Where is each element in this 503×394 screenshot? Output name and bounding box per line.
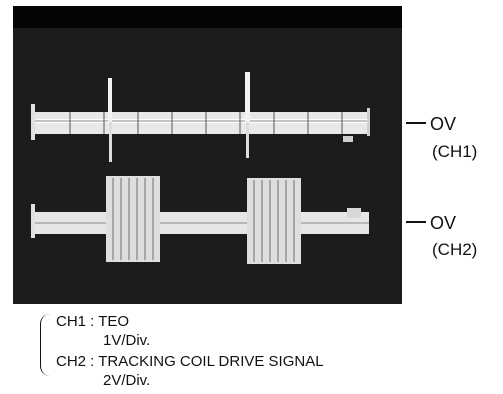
oscilloscope-screen [13, 6, 402, 304]
marker-dash [406, 221, 426, 224]
ch2-zero-marker: OV [406, 213, 456, 233]
legend-ch2-label: CH2 : TRACKING COIL DRIVE SIGNAL [56, 353, 324, 370]
legend-ch2-scale: 2V/Div. [103, 372, 151, 389]
waveform-display [31, 72, 370, 264]
ch1-zero-label: OV [430, 114, 457, 134]
ch1-zero-marker: OV [406, 114, 456, 134]
legend-ch1-label: CH1 : TEO [56, 313, 130, 330]
ch2-trace [31, 176, 369, 264]
channel-legend: CH1 : TEO 1V/Div. CH2 : TRACKING COIL DR… [40, 312, 420, 392]
ch2-channel-label: (CH2) [432, 240, 478, 259]
marker-dash [406, 122, 426, 125]
ch1-trace [31, 72, 370, 162]
legend-bracket [40, 314, 51, 376]
ch2-zero-label: OV [430, 213, 457, 233]
screen-top-band [13, 6, 402, 28]
ch1-channel-label: (CH1) [432, 142, 478, 161]
legend-ch1-scale: 1V/Div. [103, 332, 151, 349]
